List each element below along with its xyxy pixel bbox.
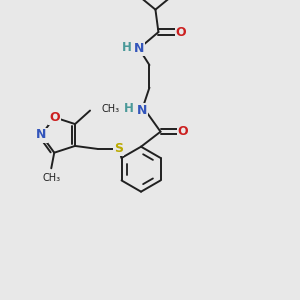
- Text: O: O: [176, 26, 186, 39]
- Text: CH₃: CH₃: [101, 104, 120, 114]
- Text: CH₃: CH₃: [42, 173, 60, 183]
- Text: H: H: [122, 41, 131, 54]
- Text: H: H: [124, 102, 134, 115]
- Text: O: O: [49, 111, 60, 124]
- Text: S: S: [114, 142, 123, 155]
- Text: N: N: [137, 103, 147, 117]
- Text: O: O: [178, 125, 188, 138]
- Text: N: N: [36, 128, 46, 142]
- Text: N: N: [134, 42, 144, 55]
